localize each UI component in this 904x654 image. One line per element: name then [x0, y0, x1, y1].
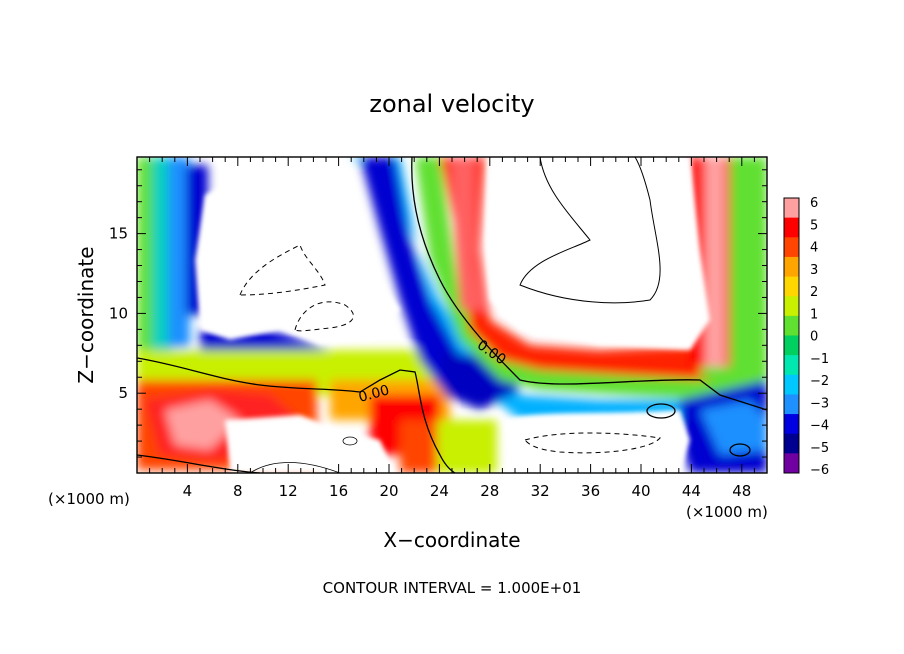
x-tick-label: 28 [480, 482, 499, 500]
colorbar-tick-label: −4 [810, 419, 829, 434]
colorbar-tick-label: 6 [810, 196, 818, 211]
x-tick-label: 44 [682, 482, 701, 500]
colorbar-swatch [784, 453, 799, 474]
y-tick-label: 10 [109, 304, 128, 322]
colorbar-tick-label: −2 [810, 374, 829, 389]
x-axis: 4 8 12 16 20 24 28 32 36 40 44 48 [149, 157, 755, 500]
x-unit-right: (×1000 m) [686, 503, 768, 521]
x-tick-label: 48 [732, 482, 751, 500]
colorbar-tick-label: −1 [810, 352, 829, 367]
colorbar-frame [783, 197, 800, 474]
x-tick-label: 24 [430, 482, 449, 500]
colorbar-swatch [784, 198, 799, 219]
colorbar-swatch [784, 394, 799, 415]
colorbar-tick-label: 1 [810, 307, 818, 322]
chart-title: zonal velocity [369, 90, 534, 118]
colorbar-swatch [784, 276, 799, 297]
colorbar-tick-label: 0 [810, 330, 818, 345]
y-tick-label: 5 [118, 384, 128, 402]
colorbar-swatch [784, 433, 799, 454]
colorbar-swatch [784, 315, 799, 336]
colorbar-swatch [784, 296, 799, 317]
x-tick-label: 20 [379, 482, 398, 500]
colorbar-swatch [784, 414, 799, 435]
x-tick-label: 12 [279, 482, 298, 500]
x-unit-left: (×1000 m) [48, 490, 130, 508]
x-tick-label: 32 [531, 482, 550, 500]
contour-label: 0.00 [357, 382, 391, 406]
colorbar-tick-label: 5 [810, 218, 818, 233]
x-tick-label: 4 [183, 482, 193, 500]
colorbar-swatch [784, 217, 799, 238]
colorbar-swatch [784, 256, 799, 278]
contour-interval-footer: CONTOUR INTERVAL = 1.000E+01 [323, 579, 582, 597]
colorbar: 6 5 4 3 2 1 0 −1 −2 −3 −4 −5 −6 [783, 196, 829, 478]
y-axis-label: Z−coordinate [74, 246, 98, 383]
x-tick-label: 16 [329, 482, 348, 500]
colorbar-tick-label: 4 [810, 241, 818, 256]
x-axis-label: X−coordinate [383, 528, 520, 552]
x-tick-label: 36 [581, 482, 600, 500]
colorbar-tick-label: −6 [810, 463, 829, 478]
colorbar-tick-label: −5 [810, 441, 829, 456]
colorbar-tick-label: 3 [810, 263, 818, 278]
colorbar-swatch [784, 374, 799, 395]
y-tick-label: 15 [109, 225, 128, 243]
x-tick-label: 40 [631, 482, 650, 500]
x-tick-label: 8 [233, 482, 243, 500]
y-axis: 5 10 15 [109, 169, 767, 458]
heatmap-field [137, 157, 767, 473]
colorbar-swatch [784, 355, 799, 376]
colorbar-swatch [784, 237, 799, 258]
colorbar-swatch [784, 335, 799, 356]
colorbar-tick-label: −3 [810, 396, 829, 411]
colorbar-tick-label: 2 [810, 285, 818, 300]
